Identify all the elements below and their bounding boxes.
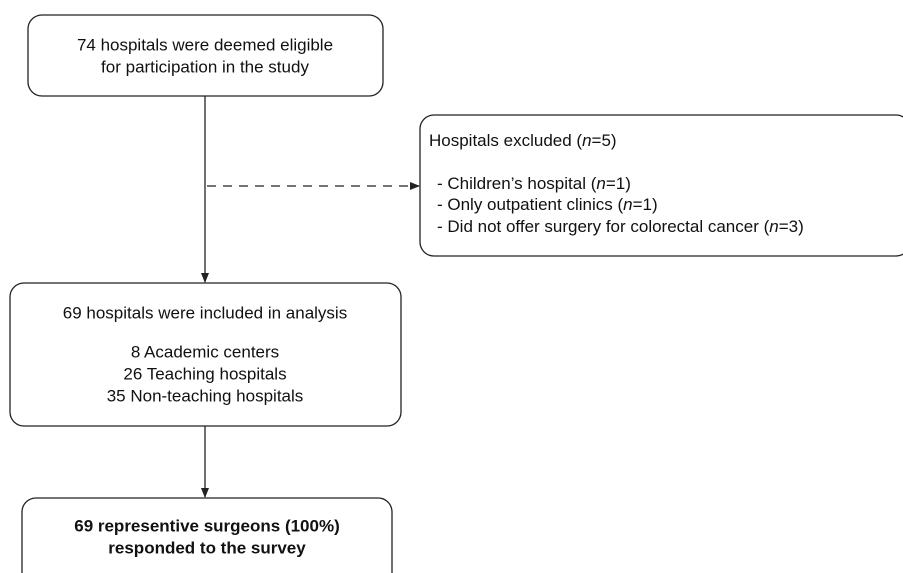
text: - Did not offer surgery for colorectal c… <box>437 217 770 236</box>
eligible-text: for participation in the study <box>101 57 309 76</box>
included-heading: 69 hospitals were included in analysis <box>63 303 347 322</box>
text: n <box>596 174 605 193</box>
text: =1) <box>606 174 631 193</box>
eligible-box <box>27 14 384 97</box>
text: Hospitals excluded ( <box>429 131 582 150</box>
excluded-item: - Did not offer surgery for colorectal c… <box>437 217 804 236</box>
surgeons-text: responded to the survey <box>108 538 306 557</box>
excluded-item: - Only outpatient clinics (n=1) <box>437 195 658 214</box>
text: - Children’s hospital ( <box>437 174 597 193</box>
surgeons-text: 69 representive surgeons (100%) <box>74 516 340 535</box>
excluded-title: Hospitals excluded (n=5) <box>429 131 617 150</box>
eligible-text: 74 hospitals were deemed eligible <box>77 35 333 54</box>
text: n <box>623 195 632 214</box>
included-text: 35 Non-teaching hospitals <box>107 386 304 405</box>
included-text: 8 Academic centers <box>131 342 279 361</box>
excluded-box <box>419 114 903 257</box>
text: - Only outpatient clinics ( <box>437 195 623 214</box>
text: =3) <box>779 217 804 236</box>
text: =5) <box>592 131 617 150</box>
text: =1) <box>633 195 658 214</box>
text: n <box>582 131 591 150</box>
surgeons-box <box>21 497 393 573</box>
text: n <box>769 217 778 236</box>
included-text: 26 Teaching hospitals <box>123 364 286 383</box>
excluded-item: - Children’s hospital (n=1) <box>437 174 631 193</box>
